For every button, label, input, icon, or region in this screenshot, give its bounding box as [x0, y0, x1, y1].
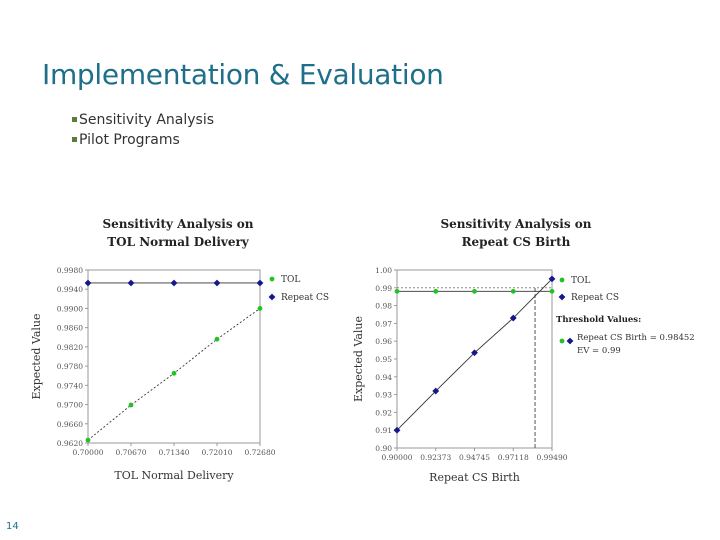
data-point-tol — [394, 288, 400, 294]
x-tick-label: 0.97118 — [498, 453, 529, 462]
x-tick-label: 0.99490 — [536, 453, 567, 462]
threshold-legend-marker — [559, 338, 565, 344]
y-axis-label: Expected Value — [352, 316, 365, 402]
x-tick-label: 0.72680 — [244, 448, 275, 457]
legend-marker — [559, 277, 565, 283]
y-tick-label: 0.9980 — [57, 266, 83, 275]
data-point-tol — [257, 306, 263, 311]
y-tick-label: 0.9860 — [57, 324, 83, 333]
x-tick-label: 0.94745 — [459, 453, 490, 462]
data-point-repeat-cs — [548, 275, 556, 283]
y-tick-label: 0.98 — [375, 302, 392, 311]
threshold-heading: Threshold Values: — [556, 315, 641, 325]
chart-title: Sensitivity Analysis on — [441, 217, 592, 231]
plot-frame — [87, 269, 261, 444]
data-point-repeat-cs — [432, 387, 440, 395]
legend-marker — [269, 276, 275, 282]
y-tick-label: 0.97 — [375, 319, 392, 328]
threshold-value: Repeat CS Birth = 0.98452 — [577, 333, 695, 343]
x-tick-label: 0.90000 — [381, 453, 412, 462]
chart-title: Repeat CS Birth — [462, 235, 571, 249]
bullet-list: Sensitivity Analysis Pilot Programs — [72, 110, 214, 150]
square-bullet-icon — [72, 116, 77, 122]
data-point-tol — [433, 288, 439, 294]
chart-1: Sensitivity Analysis on TOL Normal Delive… — [30, 217, 329, 482]
data-point-tol — [214, 336, 220, 342]
chart-2: Sensitivity Analysis on Repeat CS Birth 0.… — [352, 217, 695, 484]
threshold-legend-marker — [566, 337, 574, 345]
y-tick-label: 0.9820 — [57, 343, 83, 352]
data-point-tol — [128, 402, 134, 408]
data-point-repeat-cs — [213, 279, 221, 287]
data-point-repeat-cs — [509, 314, 517, 322]
x-tick-label: 0.92373 — [420, 453, 451, 462]
x-axis-label: Repeat CS Birth — [429, 471, 520, 484]
plot-frame — [396, 269, 553, 449]
y-tick-label: 0.9900 — [57, 304, 83, 313]
legend-label: Repeat CS — [281, 293, 329, 303]
y-tick-label: 0.93 — [375, 391, 392, 400]
bullet-text: Pilot Programs — [79, 132, 180, 148]
data-point-repeat-cs — [84, 279, 92, 287]
slide-title: Implementation & Evaluation — [42, 58, 444, 91]
data-point-tol — [510, 288, 516, 294]
x-tick-label: 0.71340 — [158, 448, 189, 457]
y-tick-label: 0.9740 — [57, 381, 83, 390]
y-tick-label: 0.9940 — [57, 285, 83, 294]
y-tick-label: 0.94 — [375, 373, 392, 382]
chart-title: TOL Normal Delivery — [107, 235, 250, 249]
data-point-repeat-cs — [256, 279, 264, 287]
bullet-item: Pilot Programs — [72, 130, 214, 150]
data-point-repeat-cs — [170, 279, 178, 287]
data-point-repeat-cs — [127, 279, 135, 287]
data-point-tol — [85, 437, 91, 443]
legend-marker — [558, 293, 566, 301]
square-bullet-icon — [72, 136, 77, 142]
legend-marker — [268, 293, 276, 301]
bullet-item: Sensitivity Analysis — [72, 110, 214, 130]
x-tick-label: 0.70000 — [72, 448, 103, 457]
x-tick-label: 0.70670 — [115, 448, 146, 457]
bullet-text: Sensitivity Analysis — [79, 112, 215, 128]
chart-title: Sensitivity Analysis on — [103, 217, 254, 231]
y-tick-label: 0.9660 — [57, 420, 83, 429]
data-point-repeat-cs — [471, 349, 478, 357]
x-axis-label: TOL Normal Delivery — [114, 469, 234, 482]
y-axis-label: Expected Value — [30, 313, 43, 399]
data-point-repeat-cs — [393, 426, 401, 434]
data-point-tol — [472, 288, 477, 294]
y-tick-label: 0.91 — [375, 426, 392, 435]
data-point-tol — [171, 370, 177, 376]
y-tick-label: 0.9700 — [57, 401, 83, 410]
data-point-tol — [549, 288, 555, 294]
legend-label: Repeat CS — [571, 293, 619, 303]
threshold-value: EV = 0.99 — [577, 346, 621, 356]
y-tick-label: 0.9780 — [57, 362, 83, 371]
y-tick-label: 0.92 — [375, 408, 392, 417]
y-tick-label: 0.99 — [375, 284, 392, 293]
legend-label: TOL — [281, 275, 300, 285]
y-tick-label: 0.90 — [375, 444, 392, 453]
y-tick-label: 1.00 — [375, 266, 392, 275]
y-tick-label: 0.9620 — [57, 439, 83, 448]
page-number: 14 — [6, 521, 19, 532]
y-tick-label: 0.96 — [375, 337, 392, 346]
y-tick-label: 0.95 — [375, 355, 392, 364]
legend-label: TOL — [571, 276, 590, 286]
x-tick-label: 0.72010 — [201, 448, 232, 457]
